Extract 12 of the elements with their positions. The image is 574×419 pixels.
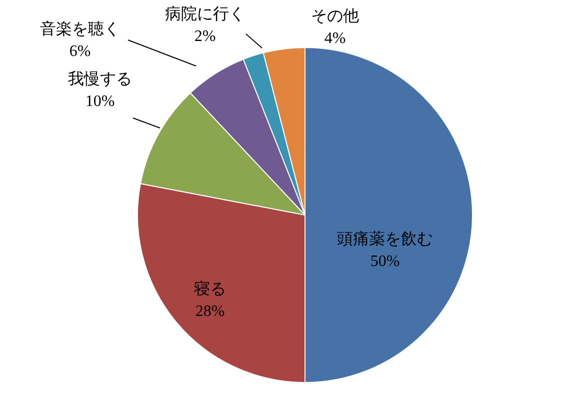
slice-label: 病院に行く [165, 5, 245, 24]
slice-label: その他 [311, 8, 359, 26]
data-label: 2% [194, 28, 216, 46]
slice-label: 音楽を聴く [40, 20, 120, 38]
data-label: 10% [85, 93, 115, 110]
data-label: 28% [195, 303, 225, 320]
data-label: 4% [324, 30, 346, 48]
slice-label: 寝る [194, 280, 226, 298]
data-label: 50% [370, 253, 400, 270]
slice-label: 我慢する [68, 70, 132, 88]
slice-label: 頭痛薬を飲む [337, 230, 433, 248]
data-label: 6% [69, 43, 91, 60]
